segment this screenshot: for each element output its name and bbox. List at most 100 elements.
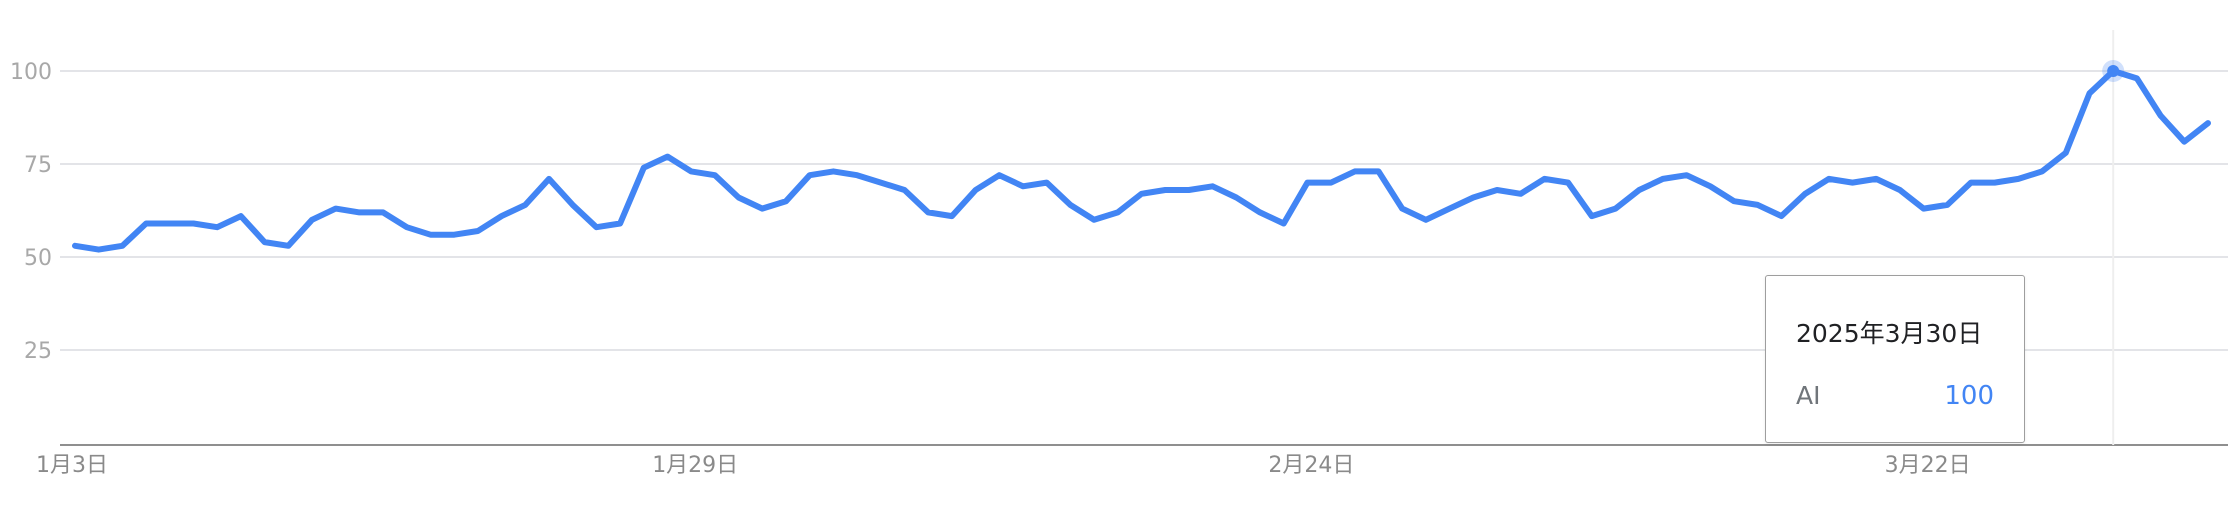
data-point-2025-02-05[interactable] <box>854 172 860 178</box>
data-point-2025-01-05[interactable] <box>119 243 125 249</box>
data-point-2025-03-09[interactable] <box>1613 206 1619 212</box>
data-point-2025-03-10[interactable] <box>1636 187 1642 193</box>
data-point-2025-02-14[interactable] <box>1067 202 1073 208</box>
y-tick-label-100: 100 <box>10 60 52 85</box>
data-point-2025-03-04[interactable] <box>1494 187 1500 193</box>
data-point-2025-03-13[interactable] <box>1707 183 1713 189</box>
highlight-point[interactable] <box>2107 65 2120 77</box>
data-point-2025-03-18[interactable] <box>1826 176 1832 182</box>
data-point-2025-04-03[interactable] <box>2205 120 2211 126</box>
data-point-2025-02-06[interactable] <box>878 180 884 186</box>
data-point-2025-03-14[interactable] <box>1731 198 1737 204</box>
data-point-2025-02-18[interactable] <box>1162 187 1168 193</box>
data-point-2025-02-15[interactable] <box>1091 217 1097 223</box>
data-point-2025-01-15[interactable] <box>356 209 362 215</box>
y-tick-label-25: 25 <box>24 339 52 364</box>
data-point-2025-01-18[interactable] <box>428 232 434 238</box>
data-point-2025-02-13[interactable] <box>1044 180 1050 186</box>
data-point-2025-01-10[interactable] <box>238 213 244 219</box>
data-point-2025-03-07[interactable] <box>1565 180 1571 186</box>
y-tick-label-75: 75 <box>24 153 52 178</box>
tooltip-date: 2025年3月30日 <box>1796 319 1983 348</box>
data-point-2025-01-14[interactable] <box>333 206 339 212</box>
data-point-2025-02-25[interactable] <box>1328 180 1334 186</box>
data-point-2025-03-12[interactable] <box>1684 172 1690 178</box>
data-point-2025-01-12[interactable] <box>285 243 291 249</box>
data-point-2025-01-31[interactable] <box>736 195 742 201</box>
data-point-2025-02-02[interactable] <box>783 198 789 204</box>
data-point-2025-03-27[interactable] <box>2039 168 2045 174</box>
data-point-2025-02-22[interactable] <box>1257 209 1263 215</box>
data-point-2025-03-23[interactable] <box>1944 202 1950 208</box>
data-point-2025-03-25[interactable] <box>1992 180 1998 186</box>
tooltip-series-name: AI <box>1796 381 1821 410</box>
data-point-2025-01-27[interactable] <box>641 165 647 171</box>
data-point-2025-02-19[interactable] <box>1186 187 1192 193</box>
data-point-2025-01-25[interactable] <box>593 224 599 230</box>
x-tick-label-2: 2月24日 <box>1268 453 1354 478</box>
data-point-2025-03-08[interactable] <box>1589 213 1595 219</box>
data-point-2025-01-08[interactable] <box>191 221 197 227</box>
data-point-2025-01-30[interactable] <box>712 172 718 178</box>
data-point-2025-02-16[interactable] <box>1115 209 1121 215</box>
data-point-2025-02-10[interactable] <box>973 187 979 193</box>
data-point-2025-01-17[interactable] <box>404 224 410 230</box>
data-point-2025-01-16[interactable] <box>380 209 386 215</box>
data-point-2025-01-24[interactable] <box>570 202 576 208</box>
data-point-2025-01-26[interactable] <box>617 221 623 227</box>
data-point-2025-03-31[interactable] <box>2134 75 2140 81</box>
data-point-2025-03-17[interactable] <box>1802 191 1808 197</box>
data-point-2025-01-20[interactable] <box>475 228 481 234</box>
data-point-2025-02-01[interactable] <box>759 206 765 212</box>
data-point-2025-03-21[interactable] <box>1897 187 1903 193</box>
data-point-2025-03-29[interactable] <box>2087 90 2093 96</box>
data-point-2025-02-11[interactable] <box>996 172 1002 178</box>
data-point-2025-03-05[interactable] <box>1518 191 1524 197</box>
data-point-2025-02-24[interactable] <box>1304 180 1310 186</box>
data-point-2025-03-26[interactable] <box>2015 176 2021 182</box>
data-point-2025-01-11[interactable] <box>262 239 268 245</box>
data-point-2025-02-27[interactable] <box>1376 168 1382 174</box>
data-point-2025-02-04[interactable] <box>830 168 836 174</box>
data-point-2025-01-09[interactable] <box>214 224 220 230</box>
data-point-2025-01-13[interactable] <box>309 217 315 223</box>
data-point-2025-02-20[interactable] <box>1210 183 1216 189</box>
data-point-2025-02-28[interactable] <box>1399 206 1405 212</box>
data-point-2025-01-03[interactable] <box>72 243 78 249</box>
data-point-2025-01-06[interactable] <box>143 221 149 227</box>
data-point-2025-03-20[interactable] <box>1873 176 1879 182</box>
data-point-2025-01-22[interactable] <box>522 202 528 208</box>
data-point-2025-03-11[interactable] <box>1660 176 1666 182</box>
data-point-2025-03-22[interactable] <box>1921 206 1927 212</box>
data-point-2025-03-28[interactable] <box>2063 150 2069 156</box>
data-point-2025-02-26[interactable] <box>1352 168 1358 174</box>
data-point-2025-04-02[interactable] <box>2181 139 2187 145</box>
x-tick-label-3: 3月22日 <box>1885 453 1971 478</box>
data-point-2025-03-16[interactable] <box>1778 213 1784 219</box>
data-point-2025-01-29[interactable] <box>688 168 694 174</box>
data-point-2025-02-12[interactable] <box>1020 183 1026 189</box>
data-point-2025-04-01[interactable] <box>2158 113 2164 119</box>
data-point-2025-01-28[interactable] <box>665 154 671 160</box>
data-point-2025-03-03[interactable] <box>1470 195 1476 201</box>
data-point-2025-03-01[interactable] <box>1423 217 1429 223</box>
data-point-2025-01-19[interactable] <box>451 232 457 238</box>
data-point-2025-02-03[interactable] <box>807 172 813 178</box>
data-point-2025-01-07[interactable] <box>167 221 173 227</box>
data-point-2025-03-02[interactable] <box>1447 206 1453 212</box>
data-point-2025-03-06[interactable] <box>1541 176 1547 182</box>
data-point-2025-02-08[interactable] <box>925 209 931 215</box>
data-point-2025-01-21[interactable] <box>499 213 505 219</box>
data-point-2025-02-17[interactable] <box>1139 191 1145 197</box>
data-point-2025-02-09[interactable] <box>949 213 955 219</box>
data-point-2025-02-23[interactable] <box>1281 221 1287 227</box>
data-point-2025-03-19[interactable] <box>1850 180 1856 186</box>
data-point-2025-02-07[interactable] <box>902 187 908 193</box>
data-point-2025-01-04[interactable] <box>96 247 102 253</box>
data-point-2025-03-15[interactable] <box>1755 202 1761 208</box>
data-point-2025-03-24[interactable] <box>1968 180 1974 186</box>
data-point-2025-01-23[interactable] <box>546 176 552 182</box>
data-point-2025-02-21[interactable] <box>1233 195 1239 201</box>
